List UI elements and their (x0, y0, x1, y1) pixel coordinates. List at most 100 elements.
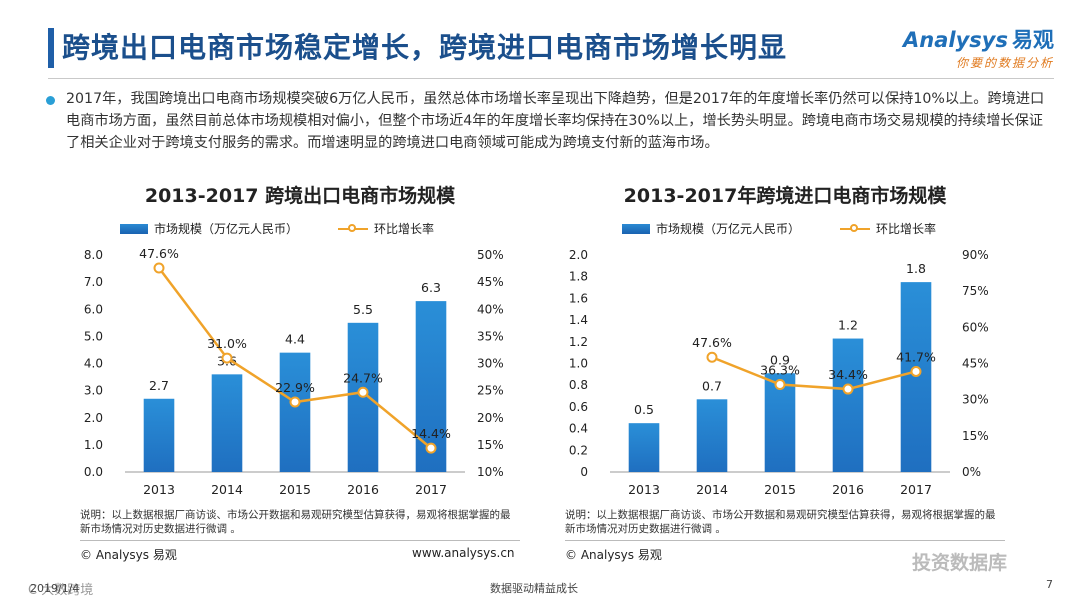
watermark-left: C 大数跨境 (28, 583, 94, 598)
growth-value-label: 31.0% (207, 336, 247, 351)
growth-value-label: 14.4% (411, 426, 451, 441)
y-tick-label: 1.2 (569, 335, 588, 349)
bar (628, 423, 660, 472)
chart1-note: 说明：以上数据根据厂商访谈、市场公开数据和易观研究模型估算获得，易观将根据掌握的… (80, 509, 511, 535)
logo-letter: A (903, 28, 920, 52)
y-tick-label: 8.0 (84, 248, 103, 262)
y2-tick-label: 25% (477, 384, 504, 398)
x-tick-label: 2016 (832, 482, 864, 497)
y-tick-label: 1.4 (569, 313, 588, 327)
x-tick-label: 2014 (211, 482, 243, 497)
chart1-legend-bar-label: 市场规模（万亿元人民币） (154, 222, 299, 236)
logo-slogan: 你要的数据分析 (955, 56, 1054, 70)
chart1-legend-line-label: 环比增长率 (374, 222, 435, 236)
summary-text: 2017年，我国跨境出口电商市场规模突破6万亿人民币，虽然总体市场增长率呈现出下… (66, 91, 1045, 151)
growth-point (221, 352, 233, 364)
y2-tick-label: 40% (477, 302, 504, 316)
chart2-foot-divider (565, 540, 1005, 541)
y2-tick-label: 90% (962, 248, 989, 262)
x-tick-label: 2015 (279, 482, 311, 497)
chart2-source-left: © Analysys 易观 (565, 548, 662, 562)
y2-tick-label: 15% (962, 429, 989, 443)
bar (279, 352, 311, 472)
y-tick-label: 6.0 (84, 302, 103, 316)
growth-value-label: 41.7% (896, 349, 936, 364)
x-tick-label: 2013 (628, 482, 660, 497)
chart1-svg: 0.0 1.0 2.0 3.0 4.0 5.0 6.0 7.0 8.0 10% 15% 20% 25% 3… (84, 246, 504, 497)
y-tick-label: 1.0 (569, 357, 588, 371)
chart2-legend: 市场规模（万亿元人民币） 环比增长率 (622, 220, 936, 237)
y-tick-label: 1.6 (569, 291, 588, 305)
growth-point (774, 378, 786, 390)
bar-value-label: 5.5 (353, 302, 373, 317)
y2-tick-label: 60% (962, 320, 989, 334)
growth-value-label: 22.9% (275, 380, 315, 395)
legend-line-swatch (338, 223, 369, 232)
y-tick-label: 0.0 (84, 465, 103, 479)
chart2-legend-line-label: 环比增长率 (876, 222, 937, 236)
x-tick-label: 2013 (143, 482, 175, 497)
x-tick-label: 2016 (347, 482, 379, 497)
growth-value-label: 34.4% (828, 367, 868, 382)
title-accent-bar (48, 28, 54, 68)
logo-cn: 易观 (1012, 28, 1054, 52)
chart1-source-right: www.analysys.cn (412, 546, 515, 560)
bar (143, 398, 175, 472)
y2-tick-label: 15% (477, 438, 504, 452)
header-divider (48, 78, 1054, 79)
chart1-title: 2013-2017 跨境出口电商市场规模 (144, 185, 456, 207)
growth-value-label: 47.6% (692, 335, 732, 350)
legend-bar-swatch (622, 223, 650, 234)
x-tick-label: 2017 (415, 482, 447, 497)
bar-value-label: 1.2 (838, 318, 858, 333)
bar-value-label: 6.3 (421, 280, 441, 295)
growth-line (711, 356, 917, 391)
bar (832, 338, 864, 472)
page-title: 跨境出口电商市场稳定增长，跨境进口电商市场增长明显 (62, 31, 788, 64)
growth-point (357, 386, 369, 398)
y2-tick-label: 50% (477, 248, 504, 262)
y2-tick-label: 0% (962, 465, 981, 479)
y-tick-label: 2.0 (569, 248, 588, 262)
growth-value-label: 24.7% (343, 370, 383, 385)
y2-tick-label: 45% (962, 357, 989, 371)
chart2-legend-bar-label: 市场规模（万亿元人民币） (656, 222, 801, 236)
analysys-logo: Analysys 易观 你要的数据分析 (903, 24, 1054, 71)
bar-value-label: 0.7 (702, 378, 722, 393)
x-tick-label: 2014 (696, 482, 728, 497)
y-tick-label: 7.0 (84, 275, 103, 289)
chart1-source-left: © Analysys 易观 (80, 548, 177, 562)
y2-tick-label: 10% (477, 465, 504, 479)
y-tick-label: 0.4 (569, 422, 588, 436)
growth-point (153, 262, 165, 274)
chart2-note: 说明：以上数据根据厂商访谈、市场公开数据和易观研究模型估算获得，易观将根据掌握的… (565, 509, 996, 535)
bar (900, 282, 932, 472)
footer-slogan: 数据驱动精益成长 (490, 582, 578, 595)
chart1-foot-divider (80, 540, 520, 541)
bar-value-label: 4.4 (285, 332, 305, 347)
chart2-title: 2013-2017年跨境进口电商市场规模 (623, 185, 947, 207)
y-tick-label: 5.0 (84, 329, 103, 343)
bar (211, 374, 243, 472)
bar-value-label: 0.5 (634, 402, 654, 417)
footer-page-number: 7 (1046, 578, 1053, 591)
growth-point (910, 365, 922, 377)
y2-tick-label: 75% (962, 284, 989, 298)
logo-text: nalysys (919, 28, 1008, 52)
y2-tick-label: 35% (477, 329, 504, 343)
bar-value-label: 2.7 (149, 378, 169, 393)
growth-value-label: 36.3% (760, 362, 800, 377)
footer-date: 2019/1/4 (30, 582, 80, 595)
x-tick-label: 2015 (764, 482, 796, 497)
y-tick-label: 1.0 (84, 438, 103, 452)
growth-point (425, 442, 437, 454)
y-tick-label: 0.6 (569, 400, 588, 414)
bullet-icon (46, 96, 55, 105)
y-tick-label: 0.2 (569, 443, 588, 457)
y2-tick-label: 30% (477, 357, 504, 371)
y-tick-label: 1.8 (569, 270, 588, 284)
y-tick-label: 4.0 (84, 357, 103, 371)
watermark-right: 投资数据库 (912, 552, 1008, 574)
growth-point (706, 351, 718, 363)
y-tick-label: 0.8 (569, 378, 588, 392)
